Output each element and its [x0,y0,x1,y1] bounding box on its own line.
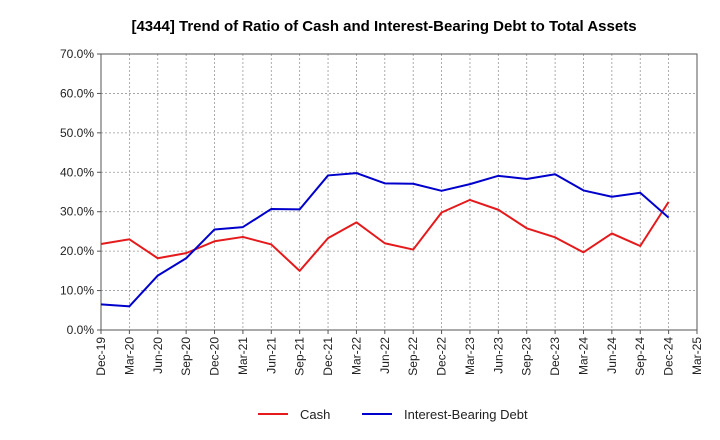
x-tick-label: Mar-23 [463,337,477,375]
x-tick-label: Sep-23 [520,337,534,376]
x-tick-label: Jun-22 [378,337,392,374]
y-tick-label: 50.0% [60,126,94,140]
series-line-interest-bearing-debt [100,172,670,308]
x-tick-label: Jun-23 [491,337,505,374]
axes: 0.0% 10.0% 20.0% 30.0% 40.0% 50.0% 60.0% 70.0% D… [60,47,704,376]
legend: Cash Interest-Bearing Debt [258,407,528,422]
y-tick-label: 40.0% [60,165,94,179]
y-tick-label: 60.0% [60,86,94,100]
x-tick-label: Dec-21 [321,337,335,376]
x-tick-label: Dec-22 [435,337,449,376]
x-tick-label: Mar-25 [690,337,704,375]
x-tick-label: Sep-24 [633,337,647,376]
x-tick-label: Mar-21 [236,337,250,375]
y-tick-label: 10.0% [60,284,94,298]
x-tick-label: Dec-23 [548,337,562,376]
x-tick-label: Sep-20 [179,337,193,376]
x-tick-label: Jun-21 [264,337,278,374]
y-tick-label: 0.0% [67,323,95,337]
y-tick-label: 70.0% [60,47,94,61]
x-tick-label: Mar-24 [576,337,590,375]
plot-frame [100,53,698,331]
x-tick-label: Dec-19 [94,337,108,376]
x-tick-label: Jun-20 [151,337,165,374]
x-tick-label: Dec-20 [208,337,222,376]
x-tick-label: Dec-24 [662,337,676,376]
x-tick-label: Sep-22 [406,337,420,376]
x-tick-label: Mar-20 [122,337,136,375]
x-tick-label: Mar-22 [349,337,363,375]
chart-title: [4344] Trend of Ratio of Cash and Intere… [131,18,636,35]
grid [100,53,698,331]
series-lines [100,172,670,308]
x-tick-label: Jun-24 [605,337,619,374]
legend-label-cash: Cash [300,407,330,422]
legend-label-interest-bearing-debt: Interest-Bearing Debt [404,407,528,422]
y-tick-label: 20.0% [60,244,94,258]
x-tick-label: Sep-21 [293,337,307,376]
y-tick-label: 30.0% [60,205,94,219]
